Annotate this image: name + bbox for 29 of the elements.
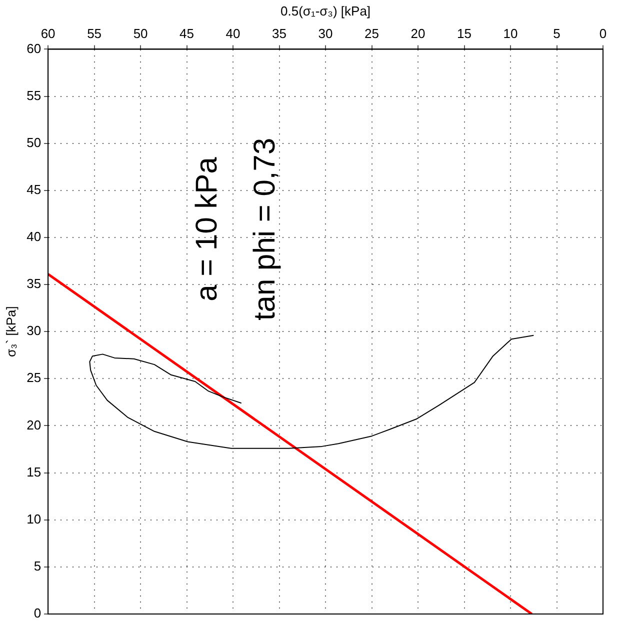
- annotation: tan phi = 0,73: [248, 138, 282, 321]
- y-tick-label: 10: [26, 511, 42, 526]
- y-tick-label: 5: [34, 558, 42, 574]
- y-tick-label: 35: [26, 276, 42, 292]
- y-tick-label: 40: [26, 229, 42, 244]
- x-tick-label: 25: [364, 26, 380, 41]
- x-tick-label: 30: [318, 26, 333, 41]
- y-tick-label: 45: [26, 182, 42, 197]
- y-tick-label: 0: [34, 606, 42, 621]
- y-tick-label: 15: [26, 464, 42, 480]
- x-tick-label: 20: [410, 26, 426, 41]
- y-tick-label: 50: [26, 134, 42, 150]
- y-tick-label: 20: [26, 417, 42, 432]
- x-tick-label: 45: [180, 26, 194, 41]
- x-tick-label: 10: [503, 26, 518, 41]
- x-tick-label: 5: [553, 26, 560, 41]
- x-tick-label: 40: [226, 26, 240, 41]
- x-tick-label: 35: [272, 26, 287, 41]
- x-axis-title: 0.5(σ₁-σ₃) [kPa]: [280, 3, 371, 18]
- y-tick-label: 55: [26, 88, 42, 103]
- x-tick-label: 55: [87, 26, 102, 41]
- x-tick-label: 50: [133, 26, 148, 41]
- y-axis-title: σ₃` [kPa]: [3, 306, 18, 358]
- x-tick-label: 0: [599, 26, 607, 41]
- y-tick-label: 60: [26, 40, 42, 56]
- annotation: a = 10 kPa: [190, 156, 224, 302]
- y-tick-label: 30: [26, 323, 42, 338]
- x-tick-label: 15: [457, 26, 472, 41]
- y-tick-label: 25: [26, 370, 42, 386]
